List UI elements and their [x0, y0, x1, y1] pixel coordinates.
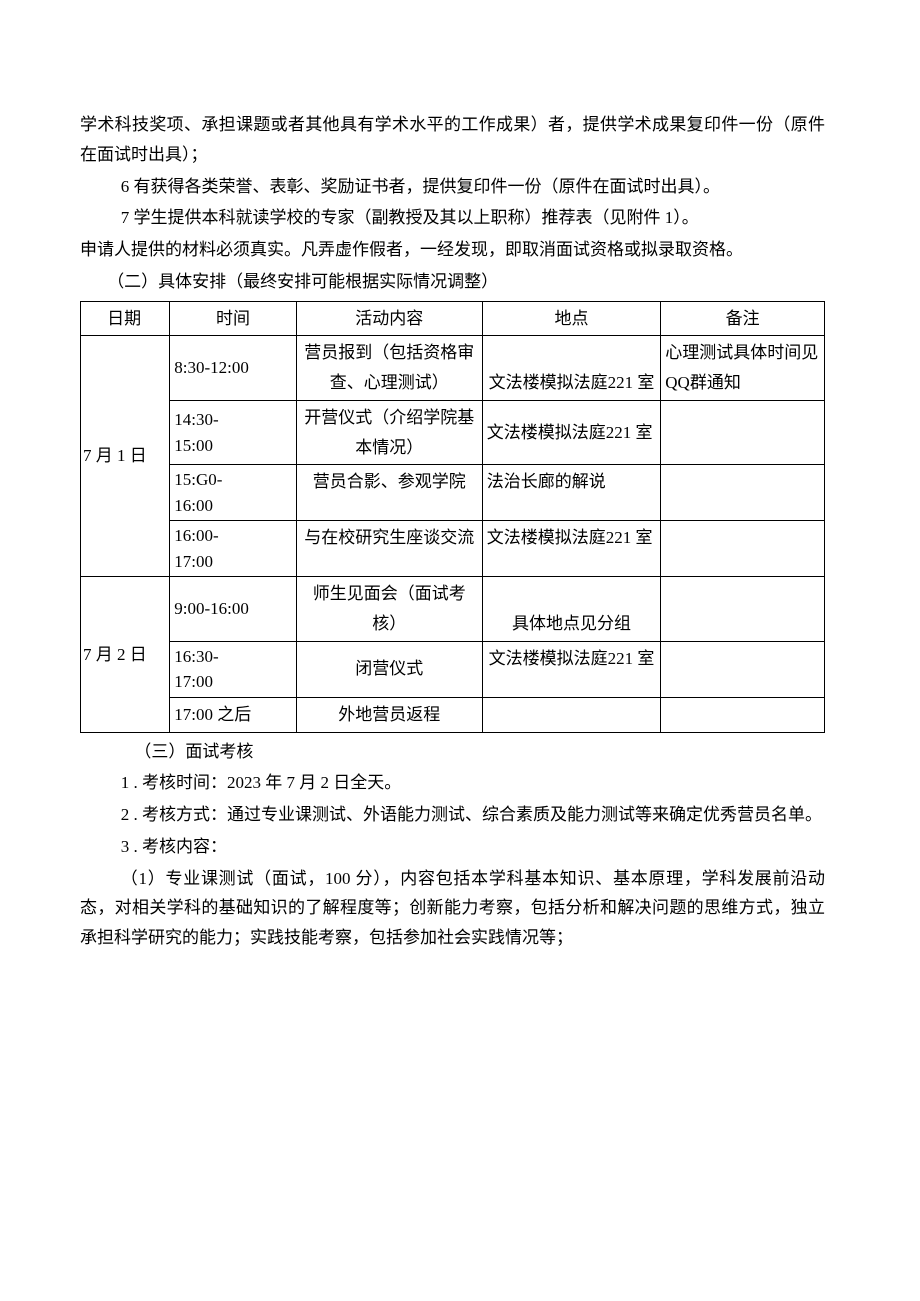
cell-date: 7 月 1 日 [81, 336, 170, 577]
section-heading-2: （二）具体安排（最终安排可能根据实际情况调整） [80, 267, 825, 297]
cell-time: 14:30-15:00 [170, 400, 296, 465]
cell-notes [661, 577, 825, 642]
cell-activity: 营员报到（包括资格审查、心理测试） [296, 336, 482, 401]
cell-activity: 师生见面会（面试考核） [296, 577, 482, 642]
cell-time: 15:G0-16:00 [170, 465, 296, 521]
cell-notes [661, 697, 825, 732]
paragraph-continuation: 学术科技奖项、承担课题或者其他具有学术水平的工作成果）者，提供学术成果复印件一份… [80, 110, 825, 170]
table-row: 17:00 之后 外地营员返程 [81, 697, 825, 732]
cell-location: 文法楼模拟法庭221 室 [482, 336, 661, 401]
cell-notes [661, 465, 825, 521]
header-activity: 活动内容 [296, 301, 482, 336]
table-row: 7 月 1 日 8:30-12:00 营员报到（包括资格审查、心理测试） 文法楼… [81, 336, 825, 401]
cell-location: 文法楼模拟法庭221 室 [482, 400, 661, 465]
header-date: 日期 [81, 301, 170, 336]
paragraph-exam-time: 1 . 考核时间：2023 年 7 月 2 日全天。 [80, 768, 825, 798]
header-time: 时间 [170, 301, 296, 336]
table-row: 7 月 2 日 9:00-16:00 师生见面会（面试考核） 具体地点见分组 [81, 577, 825, 642]
header-notes: 备注 [661, 301, 825, 336]
cell-time: 8:30-12:00 [170, 336, 296, 401]
cell-location: 文法楼模拟法庭221 室 [482, 641, 661, 697]
cell-notes [661, 521, 825, 577]
table-row: 14:30-15:00 开营仪式（介绍学院基本情况） 文法楼模拟法庭221 室 [81, 400, 825, 465]
cell-time: 9:00-16:00 [170, 577, 296, 642]
table-row: 15:G0-16:00 营员合影、参观学院 法治长廊的解说 [81, 465, 825, 521]
cell-activity: 营员合影、参观学院 [296, 465, 482, 521]
table-row: 16:30-17:00 闭营仪式 文法楼模拟法庭221 室 [81, 641, 825, 697]
cell-activity: 与在校研究生座谈交流 [296, 521, 482, 577]
paragraph-warning: 申请人提供的材料必须真实。凡弄虚作假者，一经发现，即取消面试资格或拟录取资格。 [80, 235, 825, 265]
paragraph-item-7: 7 学生提供本科就读学校的专家（副教授及其以上职称）推荐表（见附件 1）。 [80, 203, 825, 233]
cell-time: 16:00-17:00 [170, 521, 296, 577]
cell-notes: 心理测试具体时间见 QQ群通知 [661, 336, 825, 401]
schedule-table: 日期 时间 活动内容 地点 备注 7 月 1 日 8:30-12:00 营员报到… [80, 301, 825, 733]
cell-location: 文法楼模拟法庭221 室 [482, 521, 661, 577]
paragraph-exam-method: 2 . 考核方式：通过专业课测试、外语能力测试、综合素质及能力测试等来确定优秀营… [80, 800, 825, 830]
cell-activity: 外地营员返程 [296, 697, 482, 732]
cell-notes [661, 400, 825, 465]
cell-location [482, 697, 661, 732]
cell-activity: 开营仪式（介绍学院基本情况） [296, 400, 482, 465]
table-row: 16:00-17:00 与在校研究生座谈交流 文法楼模拟法庭221 室 [81, 521, 825, 577]
cell-location: 法治长廊的解说 [482, 465, 661, 521]
cell-activity: 闭营仪式 [296, 641, 482, 697]
cell-date: 7 月 2 日 [81, 577, 170, 732]
table-header-row: 日期 时间 活动内容 地点 备注 [81, 301, 825, 336]
cell-notes [661, 641, 825, 697]
section-heading-3: （三）面试考核 [80, 737, 825, 767]
paragraph-exam-content: 3 . 考核内容： [80, 832, 825, 862]
header-location: 地点 [482, 301, 661, 336]
cell-location: 具体地点见分组 [482, 577, 661, 642]
cell-time: 16:30-17:00 [170, 641, 296, 697]
cell-time: 17:00 之后 [170, 697, 296, 732]
paragraph-item-6: 6 有获得各类荣誉、表彰、奖励证书者，提供复印件一份（原件在面试时出具）。 [80, 172, 825, 202]
paragraph-exam-item-1: （1）专业课测试（面试，100 分），内容包括本学科基本知识、基本原理，学科发展… [80, 864, 825, 953]
